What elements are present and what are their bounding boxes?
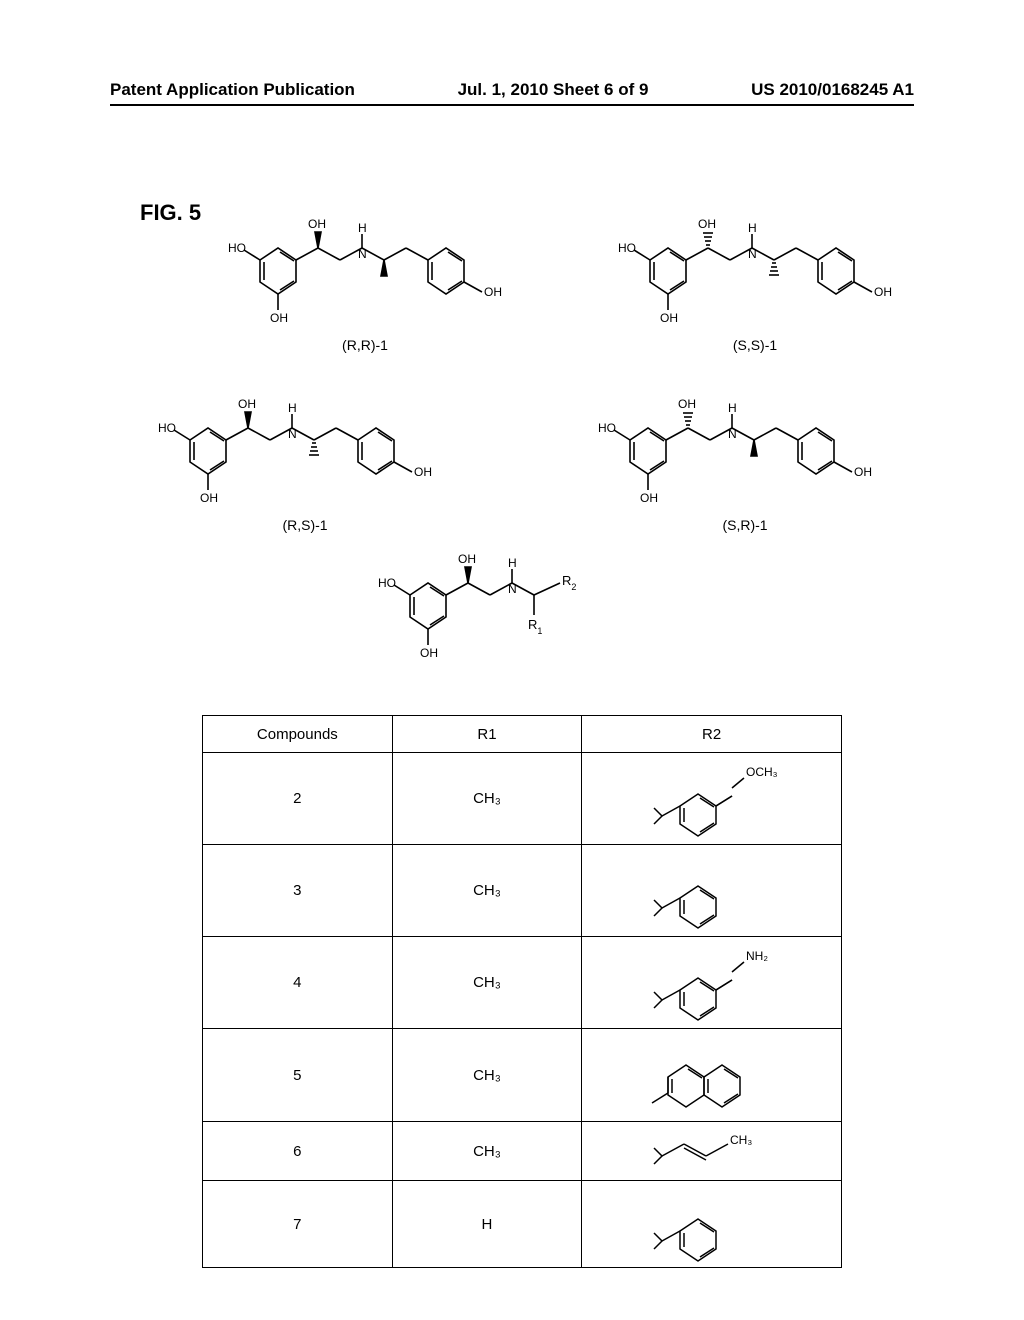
svg-text:H: H bbox=[508, 556, 517, 570]
cell-r2: CH₃ bbox=[582, 1122, 842, 1181]
molecule-rr-1: HO OH OH H N OH (R,R)-1 bbox=[200, 200, 530, 353]
svg-text:HO: HO bbox=[618, 241, 636, 255]
table-row: 7 H bbox=[203, 1181, 842, 1268]
th-compounds: Compounds bbox=[203, 716, 393, 753]
svg-text:N: N bbox=[748, 247, 757, 261]
svg-text:HO: HO bbox=[598, 421, 616, 435]
svg-text:HO: HO bbox=[158, 421, 176, 435]
th-r1: R1 bbox=[392, 716, 582, 753]
svg-text:OH: OH bbox=[414, 465, 432, 479]
structures-row-2: HO OH OH H N OH (R,S)-1 bbox=[130, 380, 920, 533]
svg-text:N: N bbox=[288, 427, 297, 441]
cell-r2: OCH₃ bbox=[582, 753, 842, 845]
svg-text:OCH₃: OCH₃ bbox=[746, 765, 778, 779]
cell-compound: 2 bbox=[203, 753, 393, 845]
cell-compound: 4 bbox=[203, 937, 393, 1029]
molecule-ss-1: HO OH OH H N OH (S,S)-1 bbox=[590, 200, 920, 353]
svg-text:OH: OH bbox=[640, 491, 658, 505]
svg-text:OH: OH bbox=[874, 285, 892, 299]
cell-compound: 5 bbox=[203, 1029, 393, 1122]
svg-text:OH: OH bbox=[660, 311, 678, 325]
molecule-rs-svg: HO OH OH H N OH bbox=[130, 380, 480, 515]
svg-text:N: N bbox=[508, 582, 517, 596]
generic-r1: R1 bbox=[528, 617, 542, 636]
svg-text:N: N bbox=[358, 247, 367, 261]
table-row: 3 CH₃ bbox=[203, 845, 842, 937]
svg-text:HO: HO bbox=[378, 576, 396, 590]
svg-text:CH₃: CH₃ bbox=[730, 1133, 752, 1147]
cell-compound: 7 bbox=[203, 1181, 393, 1268]
page-header: Patent Application Publication Jul. 1, 2… bbox=[110, 80, 914, 106]
cell-r1: CH₃ bbox=[392, 1029, 582, 1122]
molecule-sr-1: HO OH OH H N OH (S,R)-1 bbox=[570, 380, 920, 533]
table-row: 6 CH₃ CH₃ bbox=[203, 1122, 842, 1181]
svg-text:OH: OH bbox=[678, 397, 696, 411]
table-row: 2 CH₃ OCH₃ bbox=[203, 753, 842, 845]
cell-r2 bbox=[582, 1029, 842, 1122]
cell-r1: CH₃ bbox=[392, 753, 582, 845]
svg-text:OH: OH bbox=[420, 646, 438, 660]
generic-scaffold-svg: HO OH OH H N R2 R1 bbox=[350, 535, 690, 695]
svg-text:HO: HO bbox=[228, 241, 246, 255]
table-header-row: Compounds R1 R2 bbox=[203, 716, 842, 753]
header-right: US 2010/0168245 A1 bbox=[751, 80, 914, 100]
svg-text:H: H bbox=[358, 221, 367, 235]
label-ss: (S,S)-1 bbox=[733, 337, 777, 353]
generic-scaffold: HO OH OH H N R2 R1 bbox=[350, 535, 690, 700]
svg-text:NH₂: NH₂ bbox=[746, 949, 768, 963]
svg-text:H: H bbox=[748, 221, 757, 235]
header-center: Jul. 1, 2010 Sheet 6 of 9 bbox=[458, 80, 649, 100]
svg-text:OH: OH bbox=[484, 285, 502, 299]
svg-text:OH: OH bbox=[200, 491, 218, 505]
svg-text:OH: OH bbox=[238, 397, 256, 411]
structures-row-1: HO OH OH H N OH (R,R)-1 bbox=[200, 200, 920, 353]
molecule-sr-svg: HO OH OH H N OH bbox=[570, 380, 920, 515]
table-row: 4 CH₃ NH₂ bbox=[203, 937, 842, 1029]
molecule-ss-svg: HO OH OH H N OH bbox=[590, 200, 920, 335]
svg-text:OH: OH bbox=[308, 217, 326, 231]
svg-text:H: H bbox=[288, 401, 297, 415]
cell-compound: 3 bbox=[203, 845, 393, 937]
table-row: 5 CH₃ bbox=[203, 1029, 842, 1122]
molecule-rr-svg: HO OH OH H N OH bbox=[200, 200, 530, 335]
svg-text:H: H bbox=[728, 401, 737, 415]
svg-text:N: N bbox=[728, 427, 737, 441]
label-rs: (R,S)-1 bbox=[282, 517, 327, 533]
compounds-table: Compounds R1 R2 2 CH₃ OCH₃ 3 CH₃ bbox=[202, 715, 842, 1268]
cell-r1: CH₃ bbox=[392, 845, 582, 937]
svg-text:OH: OH bbox=[458, 552, 476, 566]
cell-r2 bbox=[582, 1181, 842, 1268]
generic-r2: R2 bbox=[562, 573, 576, 592]
cell-r2: NH₂ bbox=[582, 937, 842, 1029]
th-r2: R2 bbox=[582, 716, 842, 753]
svg-text:OH: OH bbox=[270, 311, 288, 325]
molecule-rs-1: HO OH OH H N OH (R,S)-1 bbox=[130, 380, 480, 533]
svg-text:OH: OH bbox=[854, 465, 872, 479]
cell-r1: H bbox=[392, 1181, 582, 1268]
cell-r1: CH₃ bbox=[392, 1122, 582, 1181]
figure-label: FIG. 5 bbox=[140, 200, 201, 226]
cell-r1: CH₃ bbox=[392, 937, 582, 1029]
table-body: 2 CH₃ OCH₃ 3 CH₃ 4 CH₃ bbox=[203, 753, 842, 1268]
header-left: Patent Application Publication bbox=[110, 80, 355, 100]
cell-compound: 6 bbox=[203, 1122, 393, 1181]
label-rr: (R,R)-1 bbox=[342, 337, 388, 353]
svg-text:OH: OH bbox=[698, 217, 716, 231]
cell-r2 bbox=[582, 845, 842, 937]
label-sr: (S,R)-1 bbox=[722, 517, 767, 533]
